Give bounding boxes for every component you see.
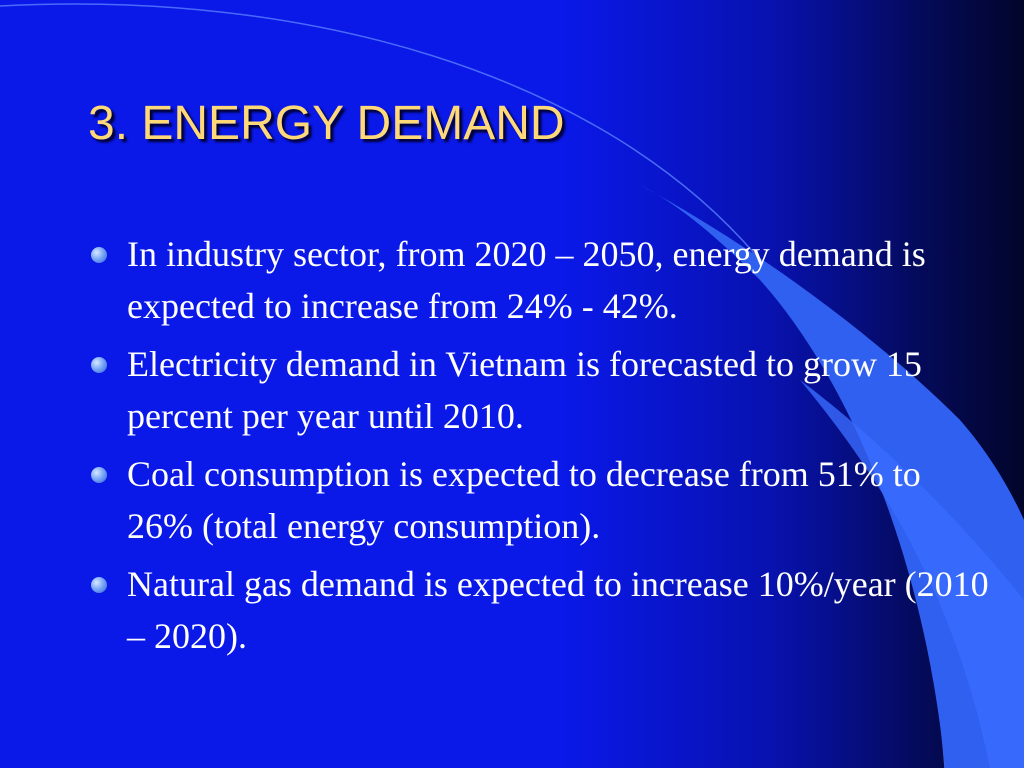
bullet-text: Natural gas demand is expected to increa… bbox=[127, 564, 989, 656]
bullet-item: In industry sector, from 2020 – 2050, en… bbox=[88, 228, 993, 332]
bullet-dot-icon bbox=[91, 577, 107, 593]
bullet-item: Coal consumption is expected to decrease… bbox=[88, 448, 993, 552]
bullet-item: Electricity demand in Vietnam is forecas… bbox=[88, 338, 993, 442]
slide-title: 3. ENERGY DEMAND bbox=[88, 97, 565, 150]
bullet-text: Electricity demand in Vietnam is forecas… bbox=[127, 344, 922, 436]
bullet-dot-icon bbox=[91, 357, 107, 373]
bullet-text: Coal consumption is expected to decrease… bbox=[127, 454, 921, 546]
swoosh-highlight bbox=[800, 380, 1024, 768]
bullet-dot-icon bbox=[91, 247, 107, 263]
bullet-dot-icon bbox=[91, 467, 107, 483]
bullet-text: In industry sector, from 2020 – 2050, en… bbox=[127, 234, 926, 326]
swoosh-panel bbox=[640, 185, 1024, 768]
bullet-item: Natural gas demand is expected to increa… bbox=[88, 558, 993, 662]
bullet-list: In industry sector, from 2020 – 2050, en… bbox=[88, 228, 993, 668]
